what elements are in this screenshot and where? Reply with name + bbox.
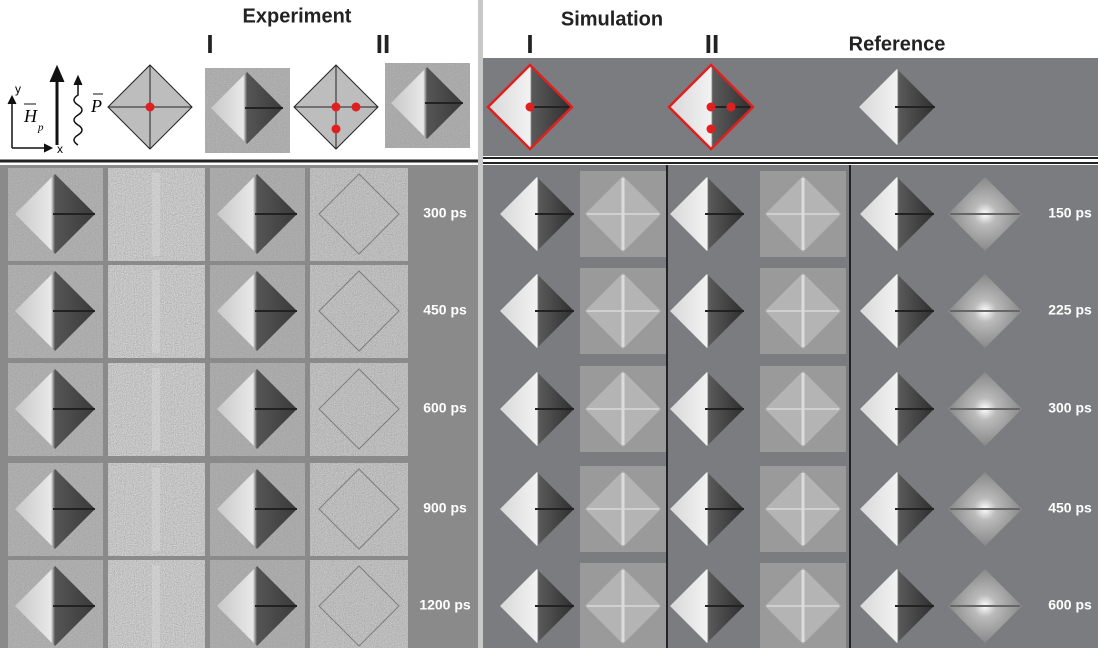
difference-stripe — [152, 173, 160, 256]
experiment-title: Experiment — [243, 5, 352, 27]
difference-stripe — [152, 468, 160, 551]
experiment-label: II — [376, 29, 390, 59]
difference-stripe — [152, 565, 160, 648]
excitation-point — [707, 125, 716, 134]
difference-stripe — [152, 368, 160, 451]
delay-label: 1200 ps — [419, 597, 471, 613]
image-noise — [310, 463, 408, 556]
delay-label: 600 ps — [1048, 597, 1092, 613]
field-label: H — [23, 106, 38, 126]
excitation-point — [526, 103, 535, 112]
polarization-label: P — [90, 96, 102, 116]
simulation-title: Simulation — [561, 8, 663, 30]
delay-label: 150 ps — [1048, 205, 1092, 221]
reference-title: Reference — [849, 33, 946, 55]
excitation-point — [332, 103, 341, 112]
divider — [478, 0, 483, 648]
image-noise — [310, 363, 408, 456]
image-noise — [310, 265, 408, 358]
excitation-point — [727, 103, 736, 112]
experiment-label: I — [206, 29, 213, 59]
simulation-top-panel — [483, 58, 1098, 156]
figure: Experiment I II Simulation I II Referenc… — [0, 0, 1098, 648]
difference-stripe — [152, 270, 160, 353]
delay-label: 450 ps — [1048, 500, 1092, 516]
field-subscript: p — [37, 122, 44, 134]
delay-label: 300 ps — [1048, 400, 1092, 416]
excitation-point — [332, 125, 341, 134]
delay-label: 600 ps — [423, 400, 467, 416]
excitation-point — [707, 103, 716, 112]
delay-label: 900 ps — [423, 500, 467, 516]
excitation-point — [146, 103, 155, 112]
excitation-point — [352, 103, 361, 112]
simulation-label: I — [526, 29, 533, 59]
image-noise — [310, 560, 408, 648]
axis-label: y — [15, 82, 21, 96]
delay-label: 225 ps — [1048, 302, 1092, 318]
simulation-label: II — [705, 29, 719, 59]
axis-label: x — [57, 142, 63, 156]
delay-label: 300 ps — [423, 205, 467, 221]
image-noise — [310, 168, 408, 261]
axes-legend — [8, 66, 103, 152]
delay-label: 450 ps — [423, 302, 467, 318]
